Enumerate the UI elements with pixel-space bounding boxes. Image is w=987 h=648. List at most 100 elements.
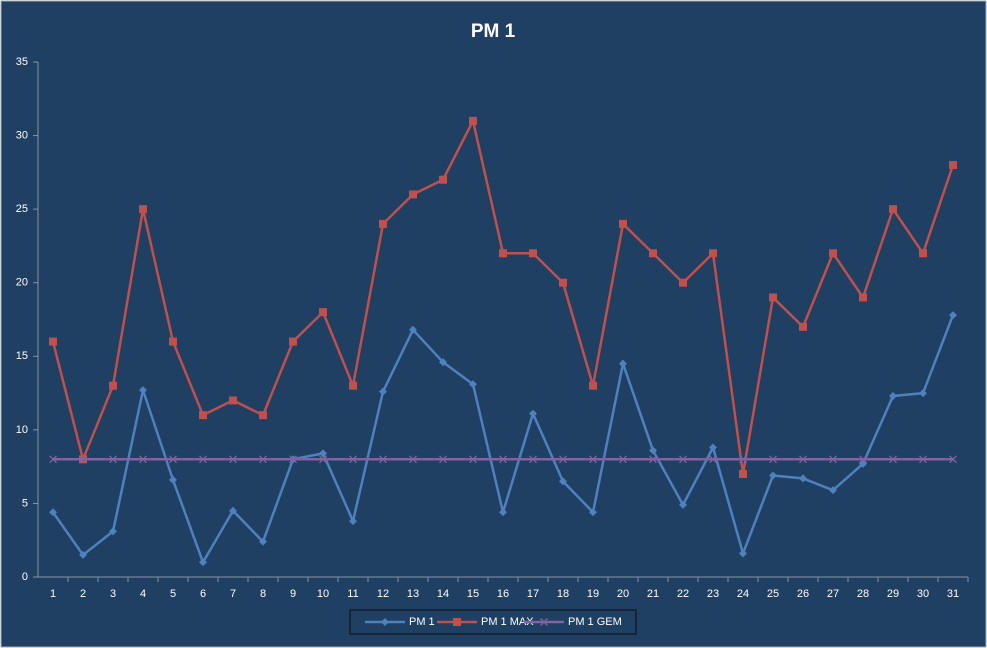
marker-diamond — [949, 311, 957, 320]
marker-square — [889, 205, 897, 214]
marker-diamond — [739, 549, 747, 558]
marker-x — [349, 455, 357, 464]
marker-x — [49, 455, 57, 464]
marker-x — [949, 455, 957, 464]
marker-square — [139, 205, 147, 214]
marker-diamond — [499, 508, 507, 517]
y-tick-label: 0 — [22, 571, 28, 583]
marker-x — [889, 455, 897, 464]
marker-x — [109, 455, 117, 464]
marker-square — [439, 175, 447, 184]
marker-x — [409, 455, 417, 464]
marker-x — [799, 455, 807, 464]
chart-title: PM 1 — [471, 21, 516, 42]
x-tick-label: 26 — [797, 588, 809, 600]
marker-x — [619, 455, 627, 464]
marker-diamond — [169, 475, 177, 484]
x-tick-label: 17 — [527, 588, 539, 600]
marker-square — [709, 249, 717, 258]
x-tick-label: 27 — [827, 588, 839, 600]
marker-square — [229, 396, 237, 405]
marker-square — [169, 337, 177, 346]
marker-x — [919, 455, 927, 464]
x-tick-label: 3 — [110, 588, 116, 600]
x-tick-label: 14 — [437, 588, 449, 600]
x-tick-label: 31 — [947, 588, 959, 600]
y-tick-label: 30 — [16, 129, 28, 141]
marker-x — [540, 618, 548, 626]
x-tick-label: 16 — [497, 588, 509, 600]
marker-diamond — [769, 471, 777, 480]
marker-diamond — [229, 506, 237, 515]
marker-diamond — [469, 380, 477, 389]
marker-square — [559, 278, 567, 287]
marker-diamond — [259, 537, 267, 546]
marker-diamond — [381, 618, 389, 626]
y-tick-label: 20 — [16, 277, 28, 289]
y-tick-label: 10 — [16, 424, 28, 436]
marker-square — [919, 249, 927, 258]
y-tick-label: 35 — [16, 56, 28, 68]
marker-diamond — [409, 325, 417, 334]
marker-x — [439, 455, 447, 464]
x-tick-label: 10 — [317, 588, 329, 600]
marker-square — [859, 293, 867, 302]
marker-square — [109, 381, 117, 390]
marker-square — [289, 337, 297, 346]
marker-square — [589, 381, 597, 390]
x-tick-label: 15 — [467, 588, 479, 600]
x-tick-label: 13 — [407, 588, 419, 600]
x-tick-label: 2 — [80, 588, 86, 600]
marker-x — [829, 455, 837, 464]
y-tick-label: 5 — [22, 497, 28, 509]
marker-diamond — [709, 443, 717, 452]
legend-label: PM 1 — [409, 616, 435, 628]
marker-square — [619, 219, 627, 228]
marker-diamond — [319, 449, 327, 458]
marker-x — [649, 455, 657, 464]
marker-diamond — [619, 359, 627, 368]
marker-x — [859, 455, 867, 464]
marker-diamond — [559, 477, 567, 486]
x-tick-label: 22 — [677, 588, 689, 600]
marker-square — [349, 381, 357, 390]
marker-x — [529, 455, 537, 464]
marker-square — [199, 411, 207, 420]
x-tick-label: 28 — [857, 588, 869, 600]
x-tick-label: 24 — [737, 588, 749, 600]
marker-square — [49, 337, 57, 346]
marker-square — [529, 249, 537, 258]
marker-x — [79, 455, 87, 464]
marker-square — [259, 411, 267, 420]
marker-diamond — [49, 508, 57, 517]
x-tick-label: 21 — [647, 588, 659, 600]
marker-square — [499, 249, 507, 258]
marker-diamond — [829, 486, 837, 495]
x-tick-label: 1 — [50, 588, 56, 600]
marker-x — [739, 455, 747, 464]
legend-label: PM 1 GEM — [568, 616, 622, 628]
marker-diamond — [139, 386, 147, 395]
x-tick-label: 8 — [260, 588, 266, 600]
marker-x — [139, 455, 147, 464]
marker-diamond — [679, 500, 687, 509]
legend-box — [349, 609, 637, 635]
y-tick-label: 15 — [16, 350, 28, 362]
y-tick-label: 25 — [16, 203, 28, 215]
marker-diamond — [919, 389, 927, 398]
x-tick-label: 9 — [290, 588, 296, 600]
marker-x — [169, 455, 177, 464]
marker-x — [319, 455, 327, 464]
x-tick-label: 4 — [140, 588, 146, 600]
marker-diamond — [589, 508, 597, 517]
marker-x — [469, 455, 477, 464]
x-tick-label: 7 — [230, 588, 236, 600]
marker-diamond — [379, 387, 387, 396]
marker-x — [709, 455, 717, 464]
marker-square — [679, 278, 687, 287]
x-tick-label: 18 — [557, 588, 569, 600]
x-tick-label: 6 — [200, 588, 206, 600]
